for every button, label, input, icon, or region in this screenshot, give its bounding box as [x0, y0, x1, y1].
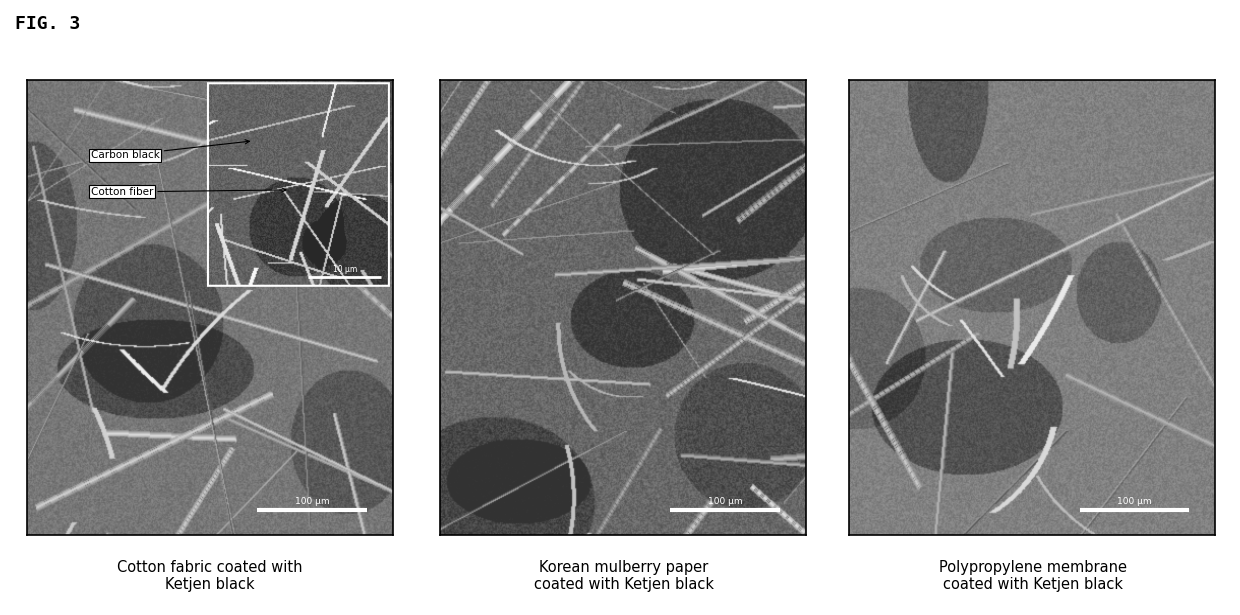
- Text: Korean mulberry paper
coated with Ketjen black: Korean mulberry paper coated with Ketjen…: [533, 560, 714, 592]
- Text: Cotton fiber: Cotton fiber: [91, 187, 286, 197]
- Text: 100 μm: 100 μm: [708, 497, 743, 506]
- Text: Polypropylene membrane
coated with Ketjen black: Polypropylene membrane coated with Ketje…: [939, 560, 1127, 592]
- Text: Cotton fabric coated with
Ketjen black: Cotton fabric coated with Ketjen black: [117, 560, 303, 592]
- Text: FIG. 3: FIG. 3: [15, 15, 81, 33]
- Text: 100 μm: 100 μm: [295, 497, 330, 506]
- Text: 100 μm: 100 μm: [1117, 497, 1152, 506]
- Text: 10 μm: 10 μm: [332, 265, 357, 274]
- Text: Carbon black: Carbon black: [91, 140, 249, 160]
